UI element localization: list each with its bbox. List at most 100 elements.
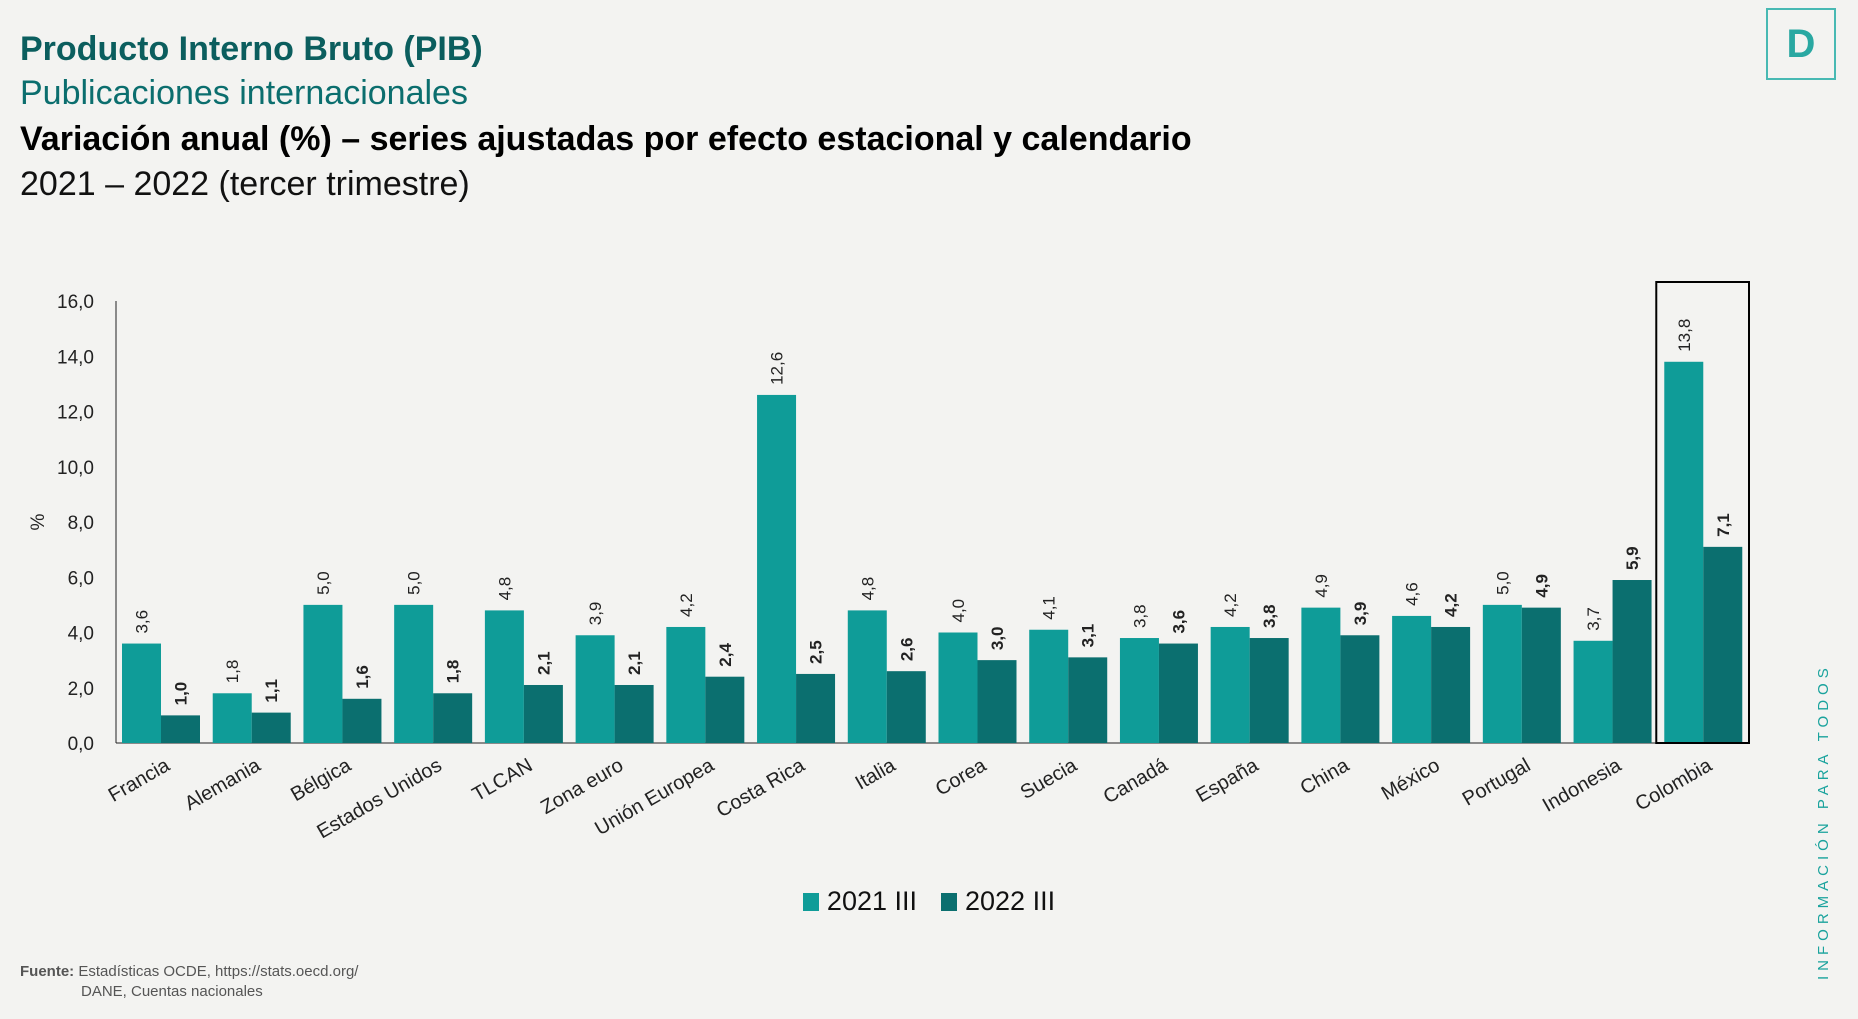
bar-2022 [342, 698, 382, 743]
bar-2022 [523, 684, 563, 743]
data-label: 4,9 [1312, 574, 1331, 598]
data-label: 3,6 [1169, 610, 1188, 634]
data-label: 13,8 [1675, 319, 1694, 352]
data-label: 2,4 [716, 643, 735, 667]
bar-2022 [614, 684, 654, 743]
data-label: 4,2 [1442, 593, 1461, 617]
page-title: Producto Interno Bruto (PIB) [20, 30, 483, 68]
chart-heading: Variación anual (%) – series ajustadas p… [20, 120, 1192, 158]
dane-logo: D [1766, 8, 1836, 80]
bar-2022 [1340, 635, 1380, 743]
data-label: 4,2 [677, 593, 696, 617]
source-label: Fuente: [20, 963, 75, 980]
data-label: 3,1 [1079, 624, 1098, 648]
legend-swatch-2021 [802, 893, 819, 911]
x-tick-label: Colombia [1632, 754, 1717, 816]
data-label: 4,8 [858, 577, 877, 601]
x-tick-label: Francia [105, 754, 175, 807]
legend-swatch-2022 [941, 893, 957, 911]
data-label: 3,8 [1130, 604, 1149, 628]
y-tick-label: 12,0 [57, 403, 94, 424]
bar-2022 [1612, 580, 1652, 743]
source-note: Fuente: Estadísticas OCDE, https://stats… [20, 962, 358, 1002]
bar-2022 [161, 715, 200, 743]
data-label: 1,8 [223, 660, 242, 684]
y-tick-label: 16,0 [57, 292, 94, 313]
bar-2021 [666, 626, 706, 743]
data-label: 12,6 [768, 352, 787, 385]
x-tick-label: China [1297, 754, 1354, 800]
x-tick-label: Italia [852, 754, 900, 795]
y-tick-label: 14,0 [57, 347, 94, 368]
data-label: 1,1 [262, 679, 281, 703]
y-tick-label: 8,0 [68, 513, 94, 534]
bar-2022 [977, 660, 1017, 743]
data-label: 3,7 [1584, 607, 1603, 631]
data-label: 7,1 [1714, 513, 1733, 537]
page-subtitle: Publicaciones internacionales [20, 74, 468, 112]
x-tick-label: Bélgica [287, 754, 356, 806]
bar-2021 [394, 604, 434, 743]
y-tick-label: 0,0 [68, 734, 94, 755]
data-label: 3,9 [586, 602, 605, 626]
x-tick-label: Corea [932, 754, 991, 801]
x-tick-label: España [1192, 754, 1263, 807]
y-tick-label: 2,0 [68, 679, 94, 700]
data-label: 3,0 [988, 626, 1007, 650]
y-tick-label: 4,0 [68, 624, 94, 645]
data-label: 4,1 [1040, 596, 1059, 620]
y-tick-label: 6,0 [68, 568, 94, 589]
bar-2021 [1210, 626, 1250, 743]
data-label: 4,8 [495, 577, 514, 601]
bar-2022 [705, 676, 745, 743]
bar-2022 [796, 673, 836, 743]
x-tick-label: Canadá [1100, 754, 1172, 809]
data-label: 5,0 [405, 571, 424, 595]
data-label: 2,6 [897, 638, 916, 662]
data-label: 1,8 [444, 660, 463, 684]
legend-item-2022: 2022 III [941, 886, 1055, 917]
legend-label-2021: 2021 III [826, 886, 917, 916]
bar-2022 [1249, 638, 1289, 743]
x-tick-label: México [1378, 754, 1444, 805]
data-label: 5,9 [1623, 546, 1642, 570]
y-axis-label: % [28, 513, 49, 530]
data-label: 4,9 [1532, 574, 1551, 598]
data-label: 5,0 [314, 571, 333, 595]
legend-item-2021: 2021 III [802, 886, 917, 917]
bar-2021 [1029, 629, 1069, 743]
bar-2022 [886, 671, 926, 743]
bar-2022 [1703, 546, 1743, 743]
y-tick-label: 10,0 [57, 458, 94, 479]
bar-2021 [1392, 615, 1432, 743]
legend-label-2022: 2022 III [965, 886, 1056, 916]
bar-2021 [212, 693, 252, 743]
bar-2022 [1431, 626, 1471, 743]
bar-2021 [1301, 607, 1341, 743]
x-tick-label: Portugal [1459, 754, 1535, 810]
data-label: 1,6 [353, 665, 372, 689]
bar-2021 [757, 394, 797, 743]
source-line-2: DANE, Cuentas nacionales [81, 983, 263, 1000]
source-line-1: Estadísticas OCDE, https://stats.oecd.or… [78, 963, 359, 980]
bar-2022 [433, 693, 473, 743]
data-label: 4,2 [1221, 593, 1240, 617]
logo-letter: D [1786, 21, 1816, 66]
data-label: 5,0 [1493, 571, 1512, 595]
data-label: 1,0 [172, 682, 191, 706]
bar-2021 [847, 610, 887, 743]
highlight-box [1655, 281, 1751, 744]
bar-2021 [1573, 640, 1613, 743]
bar-2021 [484, 610, 524, 743]
bar-2021 [938, 632, 978, 743]
x-tick-label: Costa Rica [713, 754, 809, 822]
bar-2021 [122, 643, 161, 743]
bar-2021 [575, 635, 615, 743]
bar-2021 [1482, 604, 1522, 743]
chart-legend: 2021 III 2022 III [0, 886, 1858, 917]
bar-2021 [1664, 361, 1704, 743]
data-label: 2,1 [625, 651, 644, 675]
data-label: 2,1 [534, 651, 553, 675]
bar-2021 [1119, 638, 1159, 743]
bar-2022 [251, 712, 291, 743]
